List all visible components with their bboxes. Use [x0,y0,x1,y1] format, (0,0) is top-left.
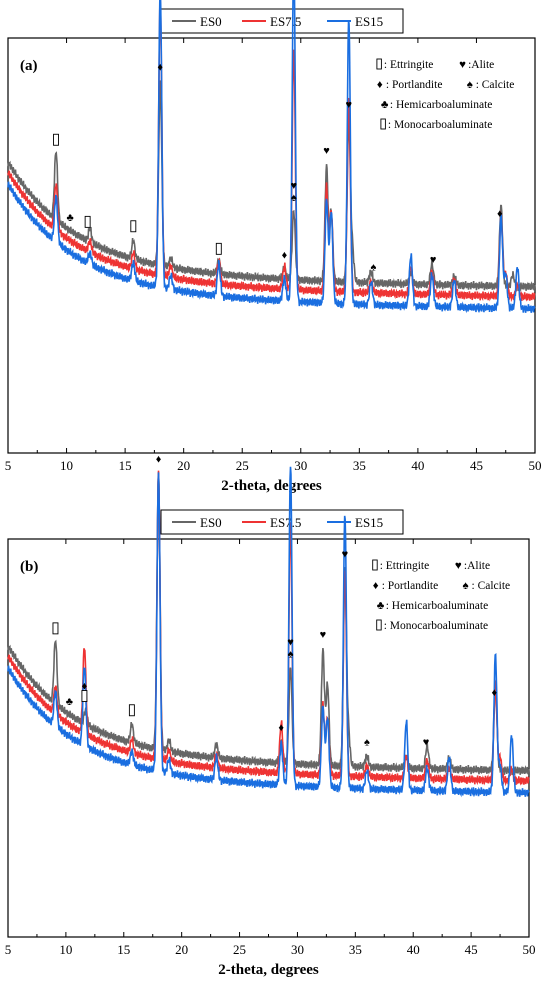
peak-label-box [81,690,88,702]
key-symbol: ♥ [455,560,462,572]
series-line-es0 [7,472,530,777]
peak-label-symbol: ♥ [320,629,327,641]
x-tick-label: 40 [407,942,420,957]
legend-label-es0: ES0 [200,14,222,29]
key-text: : Hemicarboaluminate [390,99,493,111]
x-tick-label: 25 [236,458,249,473]
x-tick-label: 50 [529,458,542,473]
key-text: : Portlandite [382,580,439,592]
peak-label-symbol: ♥ [346,99,353,111]
peak-label-box [215,242,222,255]
key-symbol: ♦ [377,79,383,91]
key-text: : Calcite [476,79,515,91]
peak-label-box [52,622,59,635]
x-tick-label: 30 [294,458,307,473]
legend: ES0 ES7.5 ES15 [160,8,404,34]
peak-label-symbol: ♦ [278,722,284,734]
legend-label-es0: ES0 [200,515,222,530]
key-box-symbol [380,118,386,130]
peak-label-symbol: ♥ [423,737,430,749]
peak-label-symbol: ♦ [157,61,163,73]
x-tick-label: 30 [291,942,304,957]
panel-b: ES0 ES7.5 ES15 5 10 15 20 25 30 35 40 45 50 2-theta, … [5,453,536,978]
peak-label-symbol: ♦ [497,208,503,220]
peak-label-symbol: ♦ [282,249,288,261]
plot-frame [7,538,530,938]
x-tick-label: 5 [5,458,12,473]
x-axis-title: 2-theta, degrees [221,478,322,494]
peak-label-box [84,215,91,228]
x-tick-label: 15 [117,942,130,957]
key-text: : Monocarboaluminate [384,620,488,632]
key-text: :Alite [468,59,494,71]
series-line-es15 [7,466,530,798]
legend-frame [160,509,404,535]
key-box-symbol [376,619,382,631]
x-tick-label: 10 [59,942,72,957]
key-symbol: ♠ [463,580,469,592]
panel-label: (a) [20,58,38,74]
peak-label-symbol: ♥ [342,548,349,560]
x-tick-label: 20 [175,942,188,957]
x-tick-label: 40 [411,458,424,473]
peak-label-symbol: ♠ [291,192,297,204]
key-symbol: ♣ [377,600,385,612]
peak-label-symbol: ♦ [156,453,162,465]
peak-label-symbol: ♥ [323,145,330,157]
legend-label-es7.5: ES7.5 [270,515,301,530]
key-symbol: ♥ [459,59,466,71]
x-tick-label: 35 [353,458,366,473]
key-text: : Ettringite [380,560,430,572]
legend: ES0 ES7.5 ES15 [160,509,404,535]
peak-label-symbol: ♠ [364,736,370,748]
series-line-es15 [7,0,536,314]
key-box-symbol [372,559,378,571]
series-line-es7.5 [7,470,530,787]
peak-label-symbol: ♥ [290,180,297,192]
peak-label-symbol: ♣ [66,696,73,708]
phase-key: : Ettringite ♥:Alite ♦: Portlandite ♠: Calc… [372,559,511,632]
legend-label-es15: ES15 [355,515,383,530]
x-tick-label: 25 [233,942,246,957]
legend-frame [160,8,404,34]
legend-label-es15: ES15 [355,14,383,29]
peak-label-symbol: ♥ [287,637,294,649]
peak-label-symbol: ♥ [430,254,437,266]
x-tick-label: 10 [60,458,73,473]
peak-label-symbol: ♣ [66,212,73,224]
peak-label-box [53,133,59,146]
x-tick-label: 20 [177,458,190,473]
x-tick-label: 15 [119,458,132,473]
key-text: : Hemicarboaluminate [386,600,489,612]
key-text: : Calcite [472,580,511,592]
peak-label-symbol: ♠ [370,261,376,273]
key-box-symbol [376,58,382,70]
peak-label-box [128,704,135,717]
peak-label-symbol: ♠ [288,649,294,661]
series-line-es7.5 [7,0,536,303]
x-tick-label: 35 [349,942,362,957]
x-tick-label: 45 [470,458,483,473]
key-text: :Alite [464,560,490,572]
x-tick-label: 50 [523,942,536,957]
series-line-es0 [7,80,536,293]
key-text: : Ettringite [384,59,434,71]
key-text: : Monocarboaluminate [388,119,492,131]
peak-label-box [130,220,137,233]
key-text: : Portlandite [386,79,443,91]
x-tick-label: 45 [465,942,478,957]
phase-key: : Ettringite ♥:Alite ♦: Portlandite ♠: Calc… [376,58,515,131]
peak-label-symbol: ♦ [491,687,497,699]
panel-label: (b) [20,559,38,575]
x-tick-label: 5 [5,942,12,957]
key-symbol: ♣ [381,99,389,111]
key-symbol: ♠ [467,79,473,91]
legend-label-es7.5: ES7.5 [270,14,301,29]
key-symbol: ♦ [373,580,379,592]
peak-label-symbol: ♦ [82,681,88,693]
panel-a: ES0 ES7.5 ES15 5 10 15 20 25 30 35 40 45 50 2-theta, … [5,0,542,494]
x-axis-title: 2-theta, degrees [218,962,319,978]
